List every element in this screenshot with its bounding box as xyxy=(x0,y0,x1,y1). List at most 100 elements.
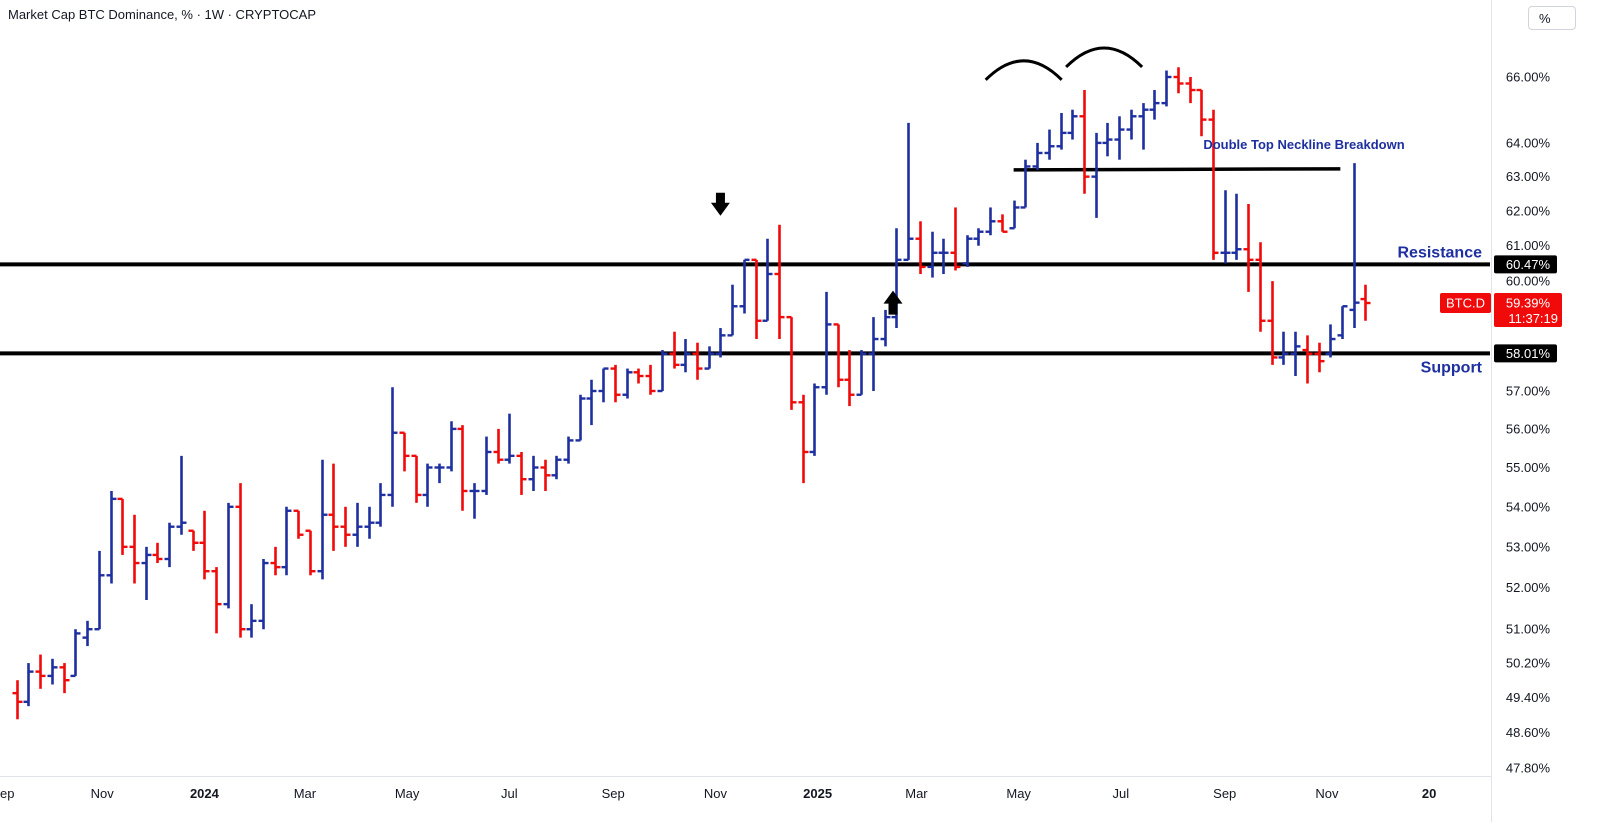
ohlc-bar[interactable] xyxy=(258,558,269,630)
price-tick-label[interactable]: 52.00% xyxy=(1506,580,1551,595)
time-tick-label[interactable]: ep xyxy=(0,786,14,801)
time-tick-label[interactable]: May xyxy=(395,786,420,801)
ohlc-bar[interactable] xyxy=(317,459,328,580)
ohlc-bar[interactable] xyxy=(399,431,410,472)
price-tick-label[interactable]: 60.00% xyxy=(1506,274,1551,289)
ohlc-bar[interactable] xyxy=(844,350,855,407)
ohlc-bar[interactable] xyxy=(1196,88,1207,137)
ohlc-bar[interactable] xyxy=(727,284,738,337)
ohlc-bar[interactable] xyxy=(59,663,70,694)
price-tick-label[interactable]: 48.60% xyxy=(1506,725,1551,740)
ohlc-bar[interactable] xyxy=(1079,90,1090,194)
ohlc-bar[interactable] xyxy=(340,506,351,547)
time-tick-label[interactable]: Nov xyxy=(1315,786,1339,801)
ohlc-bar[interactable] xyxy=(950,207,961,271)
ohlc-bar[interactable] xyxy=(293,509,304,539)
time-axis[interactable]: ep Nov 2024 Mar May Jul Sep Nov 2025 Mar May Jul Sep… xyxy=(0,776,1491,802)
ohlc-bar[interactable] xyxy=(117,497,128,555)
ohlc-bar[interactable] xyxy=(1255,242,1266,332)
ohlc-bar[interactable] xyxy=(997,214,1008,233)
price-tick-label[interactable]: 47.80% xyxy=(1506,761,1551,776)
ohlc-bar[interactable] xyxy=(1020,159,1031,209)
ohlc-bar[interactable] xyxy=(692,342,703,380)
ohlc-bar[interactable] xyxy=(610,364,621,403)
ohlc-bar[interactable] xyxy=(915,221,926,275)
ohlc-bar[interactable] xyxy=(176,455,187,535)
price-tick-label[interactable]: 50.20% xyxy=(1506,656,1551,671)
price-tick-label[interactable]: 55.00% xyxy=(1506,460,1551,475)
ohlc-bar[interactable] xyxy=(903,122,914,262)
ohlc-bar[interactable] xyxy=(1149,90,1160,120)
ohlc-bar[interactable] xyxy=(715,328,726,358)
ohlc-bar[interactable] xyxy=(774,224,785,340)
ohlc-bar[interactable] xyxy=(446,421,457,472)
ohlc-bar[interactable] xyxy=(1290,331,1301,377)
ohlc-bar[interactable] xyxy=(1009,200,1020,230)
ohlc-bar[interactable] xyxy=(1337,305,1348,340)
ohlc-bar[interactable] xyxy=(586,379,597,426)
ohlc-bar[interactable] xyxy=(188,529,199,551)
ohlc-bar[interactable] xyxy=(880,309,891,347)
ohlc-bar[interactable] xyxy=(962,235,973,267)
ohlc-bar[interactable] xyxy=(598,367,609,403)
ohlc-bar[interactable] xyxy=(1360,284,1371,321)
ohlc-bar[interactable] xyxy=(364,506,375,539)
ohlc-bar[interactable] xyxy=(798,394,809,484)
ohlc-bar[interactable] xyxy=(973,228,984,246)
price-bars-layer[interactable] xyxy=(12,67,1371,720)
ohlc-bar[interactable] xyxy=(270,546,281,576)
ohlc-bar[interactable] xyxy=(70,629,81,678)
ohlc-bar[interactable] xyxy=(434,463,445,484)
ohlc-bar[interactable] xyxy=(739,258,750,314)
ohlc-bar[interactable] xyxy=(411,454,422,503)
time-tick-label[interactable]: 2024 xyxy=(190,786,220,801)
price-tick-label[interactable]: 56.00% xyxy=(1506,421,1551,436)
ohlc-bar[interactable] xyxy=(762,238,773,322)
ohlc-bar[interactable] xyxy=(551,455,562,480)
ohlc-bar[interactable] xyxy=(540,459,551,491)
price-tick-label[interactable]: 53.00% xyxy=(1506,539,1551,554)
ohlc-bar[interactable] xyxy=(1102,122,1113,157)
ohlc-bar[interactable] xyxy=(1056,112,1067,150)
ohlc-bar[interactable] xyxy=(528,455,539,491)
ohlc-bar[interactable] xyxy=(493,428,504,464)
time-tick-label[interactable]: May xyxy=(1006,786,1031,801)
ohlc-bar[interactable] xyxy=(938,238,949,275)
price-tick-label[interactable]: 49.40% xyxy=(1506,690,1551,705)
ohlc-bar[interactable] xyxy=(927,231,938,278)
ohlc-bar[interactable] xyxy=(223,502,234,609)
ohlc-bar[interactable] xyxy=(387,387,398,507)
ohlc-bar[interactable] xyxy=(622,368,633,399)
ohlc-bar[interactable] xyxy=(469,483,480,519)
time-tick-label[interactable]: Jul xyxy=(501,786,518,801)
ohlc-bar[interactable] xyxy=(1126,109,1137,140)
ohlc-bar[interactable] xyxy=(141,546,152,601)
time-tick-label[interactable]: 2025 xyxy=(803,786,832,801)
ohlc-bar[interactable] xyxy=(1173,67,1184,94)
ohlc-bar[interactable] xyxy=(1208,109,1219,260)
ohlc-bar[interactable] xyxy=(704,346,715,370)
ohlc-bar[interactable] xyxy=(821,291,832,395)
ohlc-bar[interactable] xyxy=(1067,109,1078,140)
ohlc-bar[interactable] xyxy=(575,394,586,442)
ohlc-bar[interactable] xyxy=(504,413,515,464)
time-tick-label[interactable]: Nov xyxy=(91,786,115,801)
ohlc-bar[interactable] xyxy=(1349,163,1360,329)
price-tick-label[interactable]: 54.00% xyxy=(1506,499,1551,514)
ohlc-bar[interactable] xyxy=(751,258,762,340)
ohlc-bar[interactable] xyxy=(305,529,316,576)
ohlc-bar[interactable] xyxy=(1032,142,1043,170)
ohlc-bar[interactable] xyxy=(809,383,820,456)
ohlc-bar[interactable] xyxy=(657,350,668,393)
ohlc-bar[interactable] xyxy=(868,317,879,391)
percent-scale-button[interactable]: % xyxy=(1528,6,1576,30)
ohlc-bar[interactable] xyxy=(786,315,797,410)
ohlc-bar[interactable] xyxy=(23,663,34,707)
ohlc-bar[interactable] xyxy=(645,364,656,395)
price-tick-label[interactable]: 62.00% xyxy=(1506,203,1551,218)
time-tick-label[interactable]: Mar xyxy=(905,786,928,801)
ohlc-bar[interactable] xyxy=(1314,342,1325,373)
ohlc-bar[interactable] xyxy=(352,502,363,547)
ohlc-bar[interactable] xyxy=(680,339,691,373)
